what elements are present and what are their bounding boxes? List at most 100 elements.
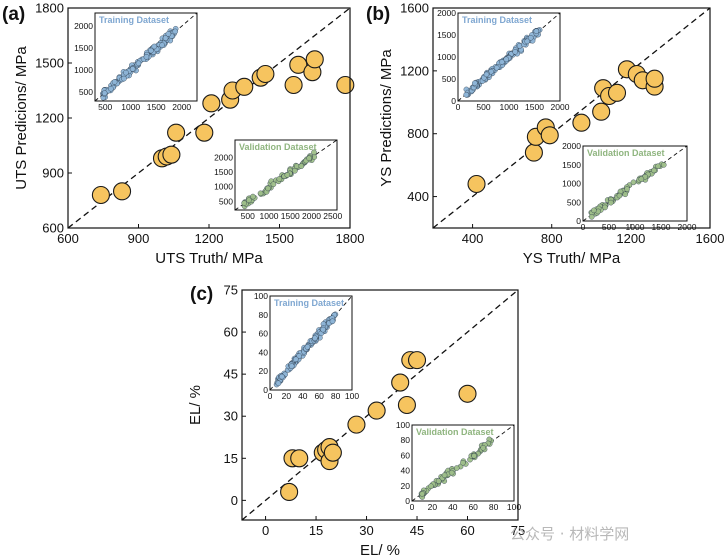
inset-x-tick-label: 2000 xyxy=(172,102,191,112)
x-tick-label: 800 xyxy=(541,231,563,246)
inset-point xyxy=(111,79,118,85)
inset-point xyxy=(527,34,534,41)
y-axis-label: EL/ % xyxy=(187,385,204,425)
data-point xyxy=(284,75,303,95)
data-point xyxy=(202,94,221,113)
inset-point xyxy=(660,162,667,168)
inset-title: Training Dataset xyxy=(99,15,169,25)
inset-point xyxy=(304,344,311,350)
x-tick-label: 1600 xyxy=(696,231,725,246)
x-axis-label: YS Truth/ MPa xyxy=(523,250,621,267)
inset-y-tick-label: 60 xyxy=(401,450,411,460)
inset-point xyxy=(270,181,277,188)
x-tick-label: 600 xyxy=(57,231,79,246)
data-point xyxy=(592,102,611,121)
y-tick-label: 75 xyxy=(224,283,238,298)
inset-x-tick-label: 500 xyxy=(98,102,112,112)
panel-0: 600 900 1200 1500 1800 600 900 1200 1500 1800 UTS … xyxy=(2,1,364,268)
inset-point xyxy=(624,186,630,192)
panel-label: (b) xyxy=(366,4,390,25)
inset-point xyxy=(250,193,256,200)
inset-y-tick-label: 100 xyxy=(396,420,410,430)
inset-point xyxy=(284,172,291,178)
inset-y-tick-label: 1000 xyxy=(74,65,93,75)
inset-point xyxy=(329,318,336,325)
inset-point xyxy=(441,472,448,479)
inset-x-tick-label: 1000 xyxy=(121,102,140,112)
x-tick-label: 15 xyxy=(309,523,323,538)
data-point xyxy=(407,351,427,370)
y-tick-label: 600 xyxy=(42,221,64,236)
x-tick-label: 75 xyxy=(511,523,525,538)
inset-point xyxy=(257,190,264,197)
inset-point xyxy=(101,90,108,96)
inset-point xyxy=(435,478,442,484)
y-tick-label: 1600 xyxy=(400,1,429,16)
inset-y-tick-label: 1500 xyxy=(562,160,581,170)
data-point xyxy=(113,182,132,201)
inset-x-tick-label: 0 xyxy=(410,502,415,512)
plot-frame xyxy=(241,289,519,521)
inset-point xyxy=(524,38,531,45)
inset-point xyxy=(121,75,127,82)
panel-label: (a) xyxy=(2,4,25,25)
training-inset: 500 1000 1500 2000 500 1000 1500 2000 Training D… xyxy=(74,12,198,112)
inset-x-tick-label: 80 xyxy=(331,391,341,401)
inset-point xyxy=(306,155,312,162)
inset-point xyxy=(279,373,285,380)
validation-inset: 0 20 40 60 80 100 0 20 40 60 80 100 Validation Datas… xyxy=(396,420,522,512)
inset-y-tick-label: 1500 xyxy=(437,30,456,40)
inset-point xyxy=(499,59,505,65)
y-tick-label: 400 xyxy=(407,189,429,204)
inset-point xyxy=(448,469,455,476)
validation-inset: 500 1000 1500 2000 2500500100015002000Valida… xyxy=(214,139,342,221)
inset-title: Validation Dataset xyxy=(587,148,665,158)
inset-point xyxy=(108,85,114,92)
inset-point xyxy=(241,200,247,206)
inset-x-tick-label: 0 xyxy=(268,391,273,401)
inset-x-tick-label: 20 xyxy=(282,391,292,401)
inset-point xyxy=(265,185,271,192)
inset-y-tick-label: 500 xyxy=(567,197,581,207)
data-point xyxy=(572,113,591,132)
data-point xyxy=(91,185,110,205)
inset-x-tick-label: 100 xyxy=(345,391,359,401)
inset-x-tick-label: 2000 xyxy=(302,211,321,221)
inset-point xyxy=(655,163,661,169)
inset-title: Validation Dataset xyxy=(416,427,494,437)
diagonal-line xyxy=(432,7,711,229)
inset-y-tick-label: 40 xyxy=(401,466,411,476)
panel-label: (c) xyxy=(190,284,213,305)
data-point xyxy=(323,443,342,462)
inset-y-tick-label: 0 xyxy=(405,496,410,506)
inset-point xyxy=(630,179,637,186)
panel-2: 0 15 30 45 60 75 0 15 30 45 60 75 EL/ % EL/ % (c) 0 20 40… xyxy=(187,283,525,558)
inset-y-tick-label: 80 xyxy=(259,310,269,320)
data-point xyxy=(645,69,664,88)
inset-point xyxy=(246,197,252,204)
y-tick-label: 45 xyxy=(224,367,238,382)
inset-title: Training Dataset xyxy=(274,298,344,308)
inset-y-tick-label: 60 xyxy=(259,329,269,339)
plot-frame xyxy=(432,7,711,229)
inset-point xyxy=(311,149,317,156)
panel-1: 400 800 1200 1600 400 800 1200 1600 YS Truth/ MP… xyxy=(366,1,724,268)
data-point xyxy=(397,395,416,415)
inset-point xyxy=(312,335,318,341)
inset-point xyxy=(135,60,142,67)
inset-x-tick-label: 500 xyxy=(241,211,255,221)
inset-y-tick-label: 1500 xyxy=(74,43,93,53)
inset-x-tick-label: 500 xyxy=(476,102,490,112)
inset-point xyxy=(151,43,158,50)
inset-y-tick-label: 80 xyxy=(401,435,411,445)
inset-y-tick-label: 500 xyxy=(219,196,233,206)
data-point xyxy=(540,126,559,145)
inset-y-tick-label: 20 xyxy=(401,481,411,491)
inset-point xyxy=(165,31,172,37)
inset-point xyxy=(276,176,283,182)
inset-point xyxy=(293,356,299,363)
x-tick-label: 60 xyxy=(460,523,474,538)
inset-y-tick-label: 1000 xyxy=(214,182,233,192)
inset-point xyxy=(638,176,645,182)
inset-y-tick-label: 20 xyxy=(259,366,269,376)
